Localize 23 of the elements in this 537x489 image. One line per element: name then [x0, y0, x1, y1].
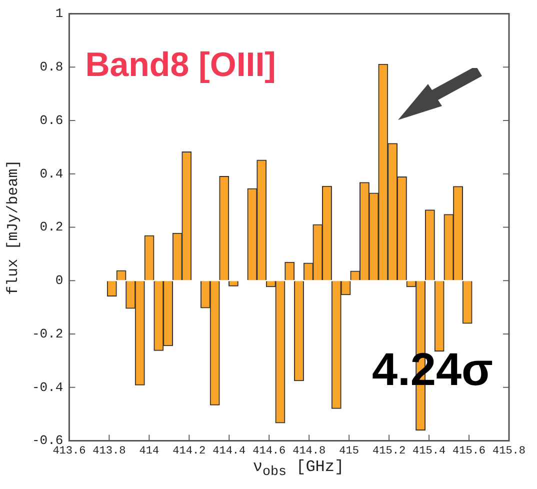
y-axis-title: flux [mJy/beam]	[4, 160, 22, 295]
x-tick-label: 414.4	[212, 445, 246, 458]
y-tick-label: 0.4	[40, 166, 64, 182]
y-tick-label: 1	[55, 6, 64, 22]
x-tick-label: 413.8	[92, 445, 126, 458]
x-tick-label: 413.6	[52, 445, 86, 458]
x-tick-label: 414	[139, 445, 160, 458]
x-tick-label: 415	[339, 445, 359, 458]
y-tick-label: 0	[55, 273, 64, 288]
x-tick-label: 414.2	[172, 445, 206, 458]
annotation: Band8 [OIII]	[85, 46, 276, 84]
y-tick-label: 0.2	[40, 220, 64, 235]
y-tick-label: 0.8	[40, 60, 64, 75]
x-tick-label: 415.4	[412, 445, 446, 458]
y-tick-label: -0.4	[32, 380, 64, 395]
x-tick-label: 414.6	[252, 445, 286, 458]
x-tick-label: 415.6	[452, 445, 486, 458]
x-axis-title: ν$_{obs}$ [GHz]	[252, 458, 346, 480]
x-tick-label: 415.2	[372, 445, 406, 458]
y-tick-label: -0.2	[32, 326, 64, 342]
x-tick-label: 414.8	[292, 445, 326, 458]
y-tick-label: 0.6	[40, 112, 64, 128]
x-tick-label: 415.8	[492, 445, 526, 458]
